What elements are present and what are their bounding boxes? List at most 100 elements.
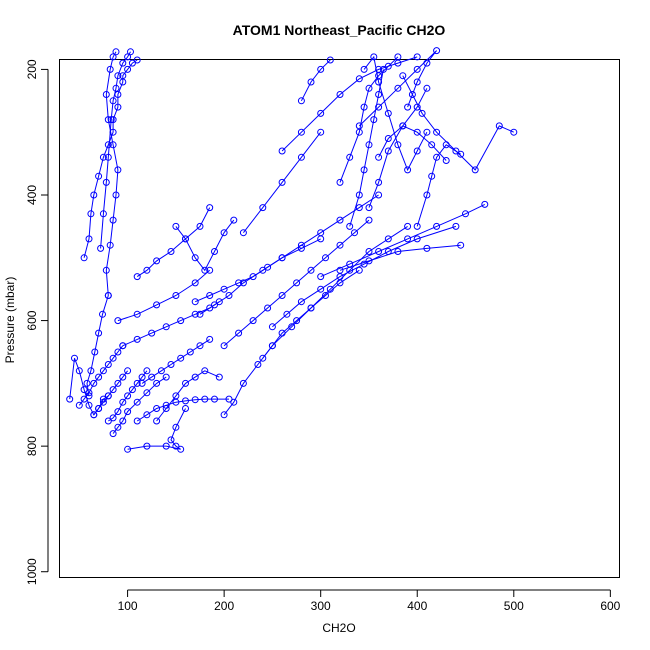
data-point xyxy=(375,78,383,86)
data-point xyxy=(114,72,122,80)
data-point xyxy=(235,329,243,337)
data-point xyxy=(114,166,122,174)
data-point xyxy=(442,141,450,149)
x-tick-label: 200 xyxy=(214,599,234,613)
data-point xyxy=(124,65,132,73)
data-point xyxy=(428,172,436,180)
profile-series xyxy=(336,53,402,186)
data-point xyxy=(109,414,117,422)
data-point xyxy=(283,310,291,318)
data-point xyxy=(355,204,363,212)
data-point xyxy=(336,266,344,274)
profile-series xyxy=(138,335,214,387)
profile-line xyxy=(141,338,210,384)
data-point xyxy=(109,53,117,61)
data-point xyxy=(230,398,238,406)
data-point xyxy=(71,354,78,362)
profile-series xyxy=(365,84,431,212)
data-point xyxy=(355,122,363,130)
profile-line xyxy=(156,370,220,422)
data-point xyxy=(235,279,243,287)
data-point xyxy=(143,266,151,274)
profile-line xyxy=(262,269,360,359)
data-point xyxy=(201,266,209,274)
data-point xyxy=(326,56,334,64)
data-point xyxy=(365,84,373,92)
data-point xyxy=(384,235,392,243)
profile-series xyxy=(133,204,214,281)
data-point xyxy=(162,373,170,381)
data-point xyxy=(259,354,267,362)
y-tick-label: 600 xyxy=(25,310,39,330)
x-axis-label: CH2O xyxy=(322,621,355,635)
data-point xyxy=(124,445,132,453)
data-point xyxy=(206,292,214,299)
profile-series xyxy=(399,72,518,174)
data-point xyxy=(75,401,83,409)
data-point xyxy=(153,257,161,265)
data-point xyxy=(95,373,103,381)
data-point xyxy=(104,361,112,368)
data-point xyxy=(177,445,185,453)
profile-line xyxy=(69,358,109,416)
data-point xyxy=(128,386,136,394)
profile-line xyxy=(223,219,370,347)
data-point xyxy=(239,379,247,387)
data-point xyxy=(268,342,276,350)
profile-line xyxy=(78,345,124,406)
data-point xyxy=(97,244,105,252)
profile-series xyxy=(413,141,465,230)
data-point xyxy=(370,116,378,124)
data-point xyxy=(457,241,465,249)
data-point xyxy=(162,405,170,412)
data-point xyxy=(215,298,223,306)
data-point xyxy=(119,417,127,425)
data-point xyxy=(215,373,223,381)
data-point xyxy=(404,235,412,243)
data-point xyxy=(196,342,204,350)
data-point xyxy=(201,367,209,375)
data-point xyxy=(211,248,218,255)
profile-series xyxy=(109,373,170,438)
data-point xyxy=(114,348,122,356)
data-point xyxy=(196,310,204,318)
data-point xyxy=(433,222,441,230)
profile-line xyxy=(339,56,399,183)
data-point xyxy=(365,257,373,265)
data-point xyxy=(510,128,518,136)
y-axis: 200 400 600 800 1000 xyxy=(25,59,49,585)
profile-series xyxy=(346,65,387,230)
profile-series xyxy=(239,128,325,237)
data-point xyxy=(268,323,276,331)
data-point xyxy=(191,279,199,287)
data-point xyxy=(172,392,180,400)
profile-line xyxy=(108,370,148,422)
data-point xyxy=(278,254,286,262)
y-axis-label: Pressure (mbar) xyxy=(3,277,17,364)
data-point xyxy=(481,200,489,208)
data-point xyxy=(112,84,120,92)
data-point xyxy=(297,241,305,249)
data-point xyxy=(428,141,436,149)
data-point xyxy=(206,304,214,312)
data-point xyxy=(365,204,373,212)
data-point xyxy=(355,191,363,199)
data-point xyxy=(191,310,199,318)
y-tick-label: 1000 xyxy=(25,558,39,585)
data-point xyxy=(413,65,421,73)
profile-series xyxy=(66,354,112,419)
data-point xyxy=(423,84,431,92)
profile-line xyxy=(100,51,131,249)
profile-series xyxy=(317,200,489,281)
data-point xyxy=(413,78,421,86)
profile-line xyxy=(243,131,322,234)
data-point xyxy=(186,348,194,356)
profile-series xyxy=(375,122,450,164)
data-point xyxy=(119,342,127,350)
data-point xyxy=(114,423,122,431)
data-point xyxy=(375,91,383,98)
data-point xyxy=(394,141,402,149)
data-point xyxy=(365,216,373,224)
data-point xyxy=(322,292,329,299)
